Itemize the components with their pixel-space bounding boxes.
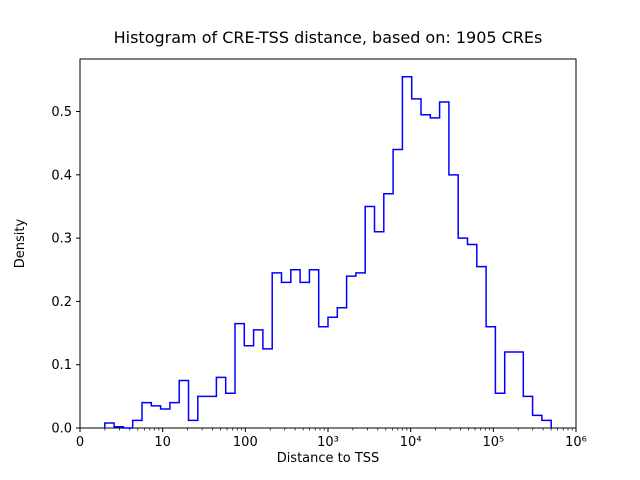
x-tick-label: 10⁴ <box>400 435 422 450</box>
axes-frame <box>79 58 577 429</box>
y-tick-label: 0.4 <box>51 168 72 183</box>
y-axis-label: Density <box>13 218 28 268</box>
x-tick-label: 10³ <box>317 435 339 450</box>
x-tick-label: 0 <box>76 435 84 450</box>
x-tick-label: 100 <box>233 435 258 450</box>
histogram-step-line <box>104 75 552 429</box>
y-tick-label: 0.1 <box>51 358 72 373</box>
y-tick-label: 0.5 <box>51 105 72 120</box>
y-tick-label: 0.0 <box>51 422 72 437</box>
x-tick-label: 10 <box>154 435 171 450</box>
y-tick-label: 0.2 <box>51 295 72 310</box>
plot-title: Histogram of CRE-TSS distance, based on:… <box>114 28 543 47</box>
x-axis-label: Distance to TSS <box>277 451 380 466</box>
x-tick-label: 10⁵ <box>482 435 504 450</box>
y-tick-label: 0.3 <box>51 232 72 247</box>
axis-ticks: 0 10 100 10³ 10⁴ 10⁵ 10⁶ 0.0 0.1 0.2 0.3 0.4 0.5 <box>51 105 587 450</box>
x-tick-label: 10⁶ <box>565 435 587 450</box>
